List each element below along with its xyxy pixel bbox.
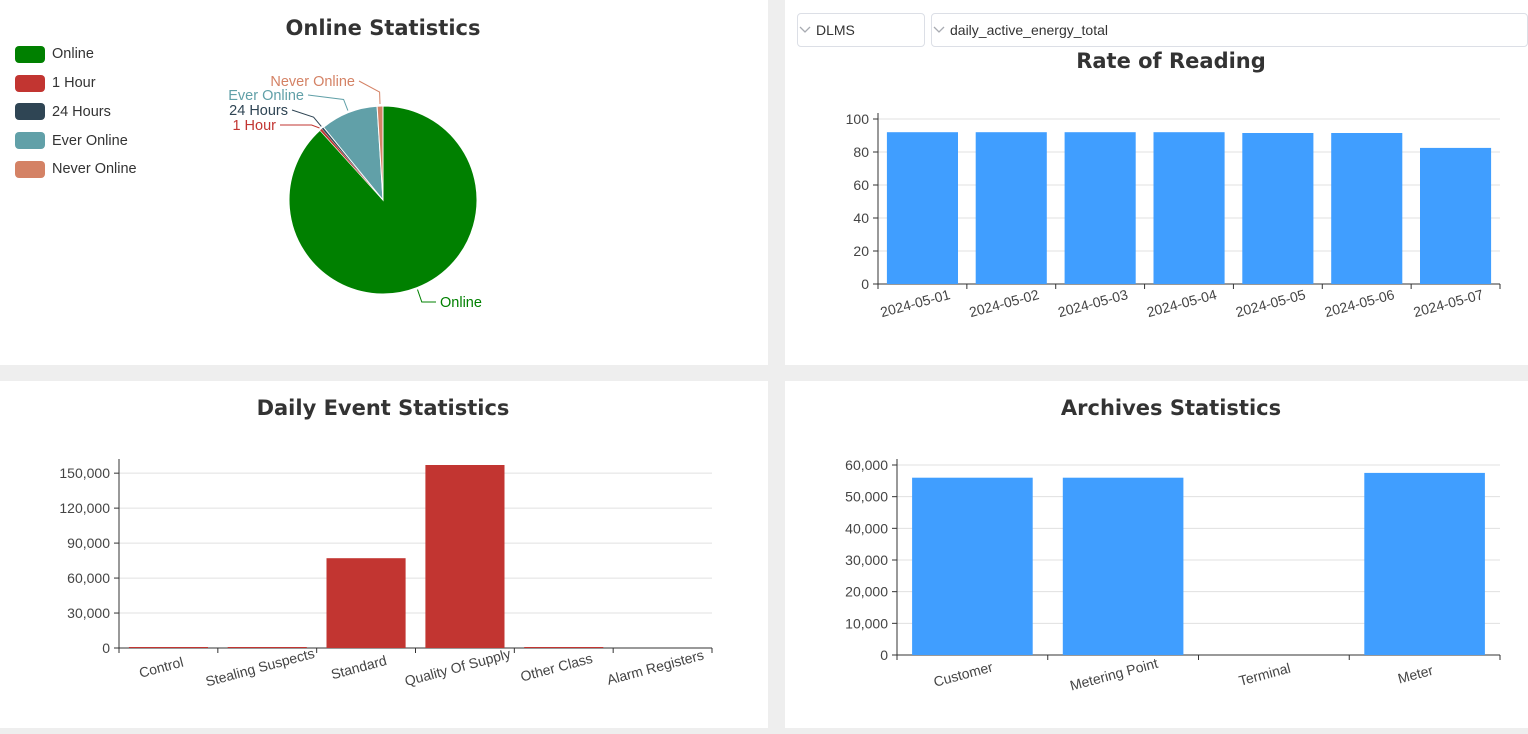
y-tick-label: 0 bbox=[102, 640, 110, 656]
y-tick-label: 30,000 bbox=[845, 552, 888, 568]
metric-select-value: daily_active_energy_total bbox=[950, 22, 1108, 38]
legend-label: Ever Online bbox=[52, 132, 128, 149]
pie-label-ever-online: Ever Online bbox=[228, 88, 304, 104]
bar-stealing-suspects[interactable] bbox=[227, 647, 307, 648]
bar-2024-05-03[interactable] bbox=[1064, 132, 1136, 284]
x-tick-label-stealing-suspects: Stealing Suspects bbox=[204, 645, 316, 689]
legend-label: Never Online bbox=[52, 161, 137, 178]
x-tick-label-alarm-registers: Alarm Registers bbox=[605, 647, 705, 688]
legend-label: Online bbox=[52, 46, 94, 63]
bar-quality-of-supply[interactable] bbox=[425, 465, 505, 648]
pie-label-never-online: Never Online bbox=[270, 74, 355, 90]
daily-event-statistics-title: Daily Event Statistics bbox=[257, 396, 510, 420]
archives-statistics-panel: Archives Statistics 0 10,000 20,000 30,000 4… bbox=[785, 381, 1528, 728]
pie-label-24-hours: 24 Hours bbox=[229, 103, 288, 119]
x-tick-label-2024-05-02: 2024-05-02 bbox=[967, 286, 1041, 320]
pie-label-online: Online bbox=[440, 295, 482, 311]
bar-metering-point[interactable] bbox=[1062, 477, 1184, 655]
bar-2024-05-01[interactable] bbox=[886, 132, 958, 284]
x-tick-label-customer: Customer bbox=[932, 659, 995, 690]
x-tick-label-quality-of-supply: Quality Of Supply bbox=[403, 645, 512, 689]
x-tick-label-meter: Meter bbox=[1396, 662, 1435, 687]
legend-swatch bbox=[15, 74, 45, 92]
y-tick-label: 0 bbox=[861, 276, 869, 292]
rate-of-reading-chart: Rate of Reading 0 20 40 60 80 100 2024-05-01 20… bbox=[846, 49, 1501, 320]
y-tick-label: 50,000 bbox=[845, 489, 888, 505]
legend-swatch bbox=[15, 103, 45, 121]
bar-2024-05-06[interactable] bbox=[1331, 133, 1403, 284]
y-tick-label: 80 bbox=[853, 144, 869, 160]
y-tick-label: 150,000 bbox=[59, 465, 110, 481]
rate-of-reading-panel: DLMS daily_active_energy_total Rate of R… bbox=[785, 0, 1528, 365]
protocol-select-value: DLMS bbox=[816, 22, 855, 38]
y-tick-label: 90,000 bbox=[67, 535, 110, 551]
x-tick-label-terminal: Terminal bbox=[1237, 660, 1292, 689]
x-tick-label-2024-05-04: 2024-05-04 bbox=[1145, 286, 1219, 320]
bar-2024-05-07[interactable] bbox=[1420, 147, 1492, 284]
x-tick-label-2024-05-06: 2024-05-06 bbox=[1323, 286, 1397, 320]
y-tick-label: 0 bbox=[880, 647, 888, 663]
legend-swatch bbox=[15, 132, 45, 150]
bar-standard[interactable] bbox=[326, 558, 406, 648]
bar-customer[interactable] bbox=[912, 477, 1033, 655]
bar-control[interactable] bbox=[128, 647, 208, 648]
pie-label-line bbox=[417, 289, 436, 303]
x-tick-label-2024-05-03: 2024-05-03 bbox=[1056, 286, 1130, 320]
legend-label: 24 Hours bbox=[52, 103, 111, 120]
bar-2024-05-04[interactable] bbox=[1153, 132, 1225, 284]
legend-item-24-hours[interactable]: 24 Hours bbox=[15, 98, 137, 127]
chevron-down-icon bbox=[799, 26, 811, 33]
legend-item-1-hour[interactable]: 1 Hour bbox=[15, 69, 137, 98]
pie-slice-never-online[interactable] bbox=[376, 105, 384, 201]
rate-of-reading-title: Rate of Reading bbox=[1076, 49, 1266, 73]
pie-label-line bbox=[307, 94, 349, 111]
y-tick-label: 60 bbox=[853, 177, 869, 193]
legend-swatch bbox=[15, 160, 45, 178]
protocol-select[interactable]: DLMS bbox=[797, 13, 925, 47]
y-tick-label: 20,000 bbox=[845, 584, 888, 600]
bar-2024-05-05[interactable] bbox=[1242, 133, 1314, 284]
y-tick-label: 60,000 bbox=[67, 570, 110, 586]
pie-label-line bbox=[280, 124, 320, 129]
bar-meter[interactable] bbox=[1364, 472, 1485, 655]
pie-label-line bbox=[291, 109, 322, 127]
x-tick-label-other-class: Other Class bbox=[519, 650, 595, 685]
bar-2024-05-02[interactable] bbox=[975, 132, 1047, 284]
legend-swatch bbox=[15, 45, 45, 63]
x-tick-label-2024-05-01: 2024-05-01 bbox=[878, 286, 952, 320]
pie-label-1-hour: 1 Hour bbox=[232, 118, 276, 134]
y-tick-label: 120,000 bbox=[59, 500, 110, 516]
legend-item-online[interactable]: Online bbox=[15, 40, 137, 69]
pie-label-line bbox=[358, 80, 381, 105]
x-tick-label-metering-point: Metering Point bbox=[1068, 655, 1159, 694]
daily-event-statistics-chart: Daily Event Statistics 0 30,000 60,000 90,0… bbox=[59, 396, 713, 689]
y-tick-label: 20 bbox=[853, 243, 869, 259]
bar-other-class[interactable] bbox=[524, 647, 604, 648]
legend-label: 1 Hour bbox=[52, 75, 96, 92]
online-statistics-legend: Online 1 Hour 24 Hours Ever Online Never Onl… bbox=[15, 40, 137, 184]
y-tick-label: 40,000 bbox=[845, 520, 888, 536]
y-tick-label: 40 bbox=[853, 210, 869, 226]
x-tick-label-2024-05-05: 2024-05-05 bbox=[1234, 286, 1308, 320]
online-statistics-panel: Online Statistics Online 1 Hour 24 Hours Ev… bbox=[0, 0, 768, 365]
y-tick-label: 100 bbox=[846, 111, 870, 127]
y-tick-label: 60,000 bbox=[845, 457, 888, 473]
x-tick-label-standard: Standard bbox=[329, 652, 388, 682]
y-tick-label: 30,000 bbox=[67, 605, 110, 621]
daily-event-statistics-panel: Daily Event Statistics 0 30,000 60,000 90,0… bbox=[0, 381, 768, 728]
x-tick-label-control: Control bbox=[137, 654, 185, 681]
archives-statistics-chart: Archives Statistics 0 10,000 20,000 30,000 4… bbox=[845, 396, 1501, 694]
archives-statistics-title: Archives Statistics bbox=[1061, 396, 1281, 420]
metric-select[interactable]: daily_active_energy_total bbox=[931, 13, 1528, 47]
legend-item-ever-online[interactable]: Ever Online bbox=[15, 126, 137, 155]
chevron-down-icon bbox=[933, 26, 945, 33]
x-tick-label-2024-05-07: 2024-05-07 bbox=[1412, 286, 1486, 320]
legend-item-never-online[interactable]: Never Online bbox=[15, 155, 137, 184]
y-tick-label: 10,000 bbox=[845, 615, 888, 631]
online-statistics-title: Online Statistics bbox=[286, 16, 481, 40]
